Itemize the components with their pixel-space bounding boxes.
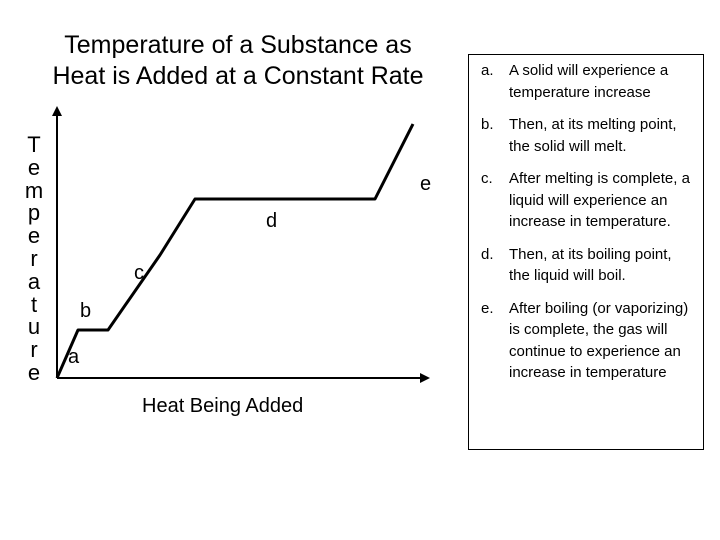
legend-marker: e.: [481, 299, 494, 317]
legend-text: Then, at its boiling point, the liquid w…: [509, 245, 672, 285]
y-axis-label-letter: t: [30, 291, 38, 317]
legend-item-e: e. After boiling (or vaporizing) is comp…: [475, 298, 695, 384]
y-axis-label-letter: e: [27, 359, 41, 385]
segment-label-c: c: [134, 262, 144, 284]
legend-item-a: a. A solid will experience a temperature…: [475, 60, 695, 103]
legend-marker: d.: [481, 245, 494, 263]
legend-text: A solid will experience a temperature in…: [509, 62, 669, 101]
title-line-2: Heat is Added at a Constant Rate: [52, 62, 424, 90]
y-axis-label-letter: r: [30, 245, 38, 271]
legend-text: After melting is complete, a liquid will…: [509, 170, 690, 230]
diagram-title: Temperature of a Substance as Heat is Ad…: [18, 30, 458, 92]
x-axis-label: Heat Being Added: [142, 395, 304, 417]
y-axis-label-letter: p: [27, 200, 41, 226]
legend-item-b: b. Then, at its melting point, the solid…: [475, 114, 695, 157]
y-axis-label-letter: r: [30, 337, 38, 363]
y-axis-label-letter: T: [27, 132, 41, 157]
title-line-1: Temperature of a Substance as: [64, 31, 412, 59]
y-axis-label-letter: u: [27, 314, 41, 340]
legend-marker: b.: [481, 116, 494, 133]
legend-item-c: c. After melting is complete, a liquid w…: [475, 168, 695, 233]
segment-label-d: d: [266, 210, 278, 232]
segment-label-b: b: [80, 300, 92, 322]
legend-item-d: d. Then, at its boiling point, the liqui…: [475, 244, 695, 287]
segment-label-a: a: [68, 346, 80, 368]
y-axis-label-letter: e: [27, 154, 41, 180]
y-axis-label-letter: a: [27, 268, 41, 294]
segment-label-e: e: [420, 173, 432, 195]
y-axis-label-letter: m: [24, 177, 44, 203]
legend-marker: a.: [481, 62, 494, 79]
legend-marker: c.: [481, 170, 493, 187]
heating-curve: [55, 123, 415, 379]
legend-text: Then, at its melting point, the solid wi…: [509, 116, 677, 155]
y-axis-label-letter: e: [27, 223, 41, 249]
legend-box: a. A solid will experience a temperature…: [468, 54, 704, 450]
legend-text: After boiling (or vaporizing) is complet…: [509, 299, 689, 382]
